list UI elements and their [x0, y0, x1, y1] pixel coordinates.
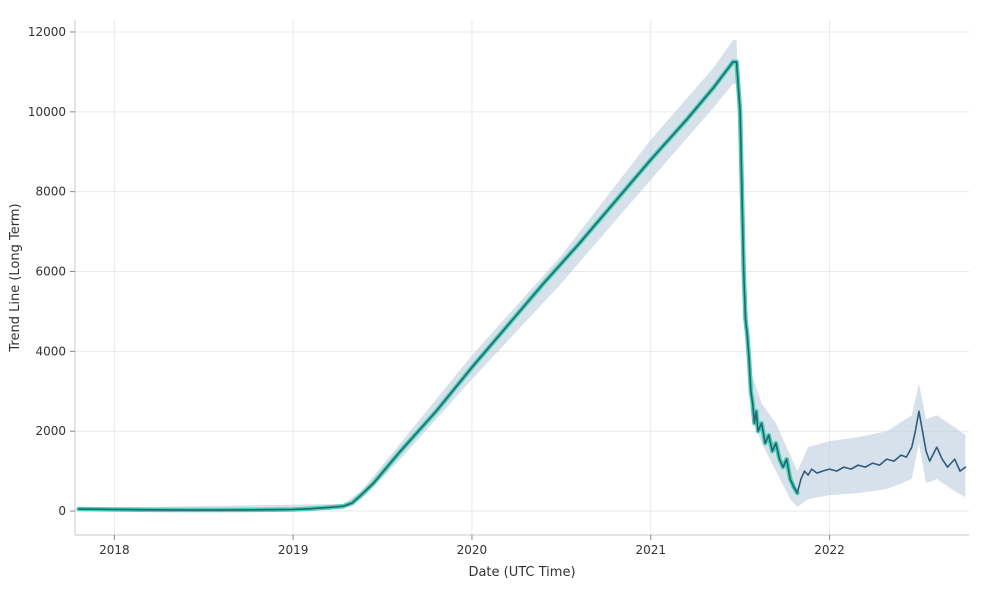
- trend-line-chart: 2018 2019 2020 2021 2022 0 2000 4000 6000 8000 100…: [0, 0, 989, 590]
- y-tick-label: 0: [58, 504, 66, 518]
- x-tick-label: 2020: [457, 543, 488, 557]
- x-tick-label: 2022: [814, 543, 845, 557]
- y-axis-label: Trend Line (Long Term): [8, 203, 23, 352]
- y-tick-label: 6000: [35, 265, 66, 279]
- y-tick-label: 2000: [35, 424, 66, 438]
- x-tick-label: 2018: [99, 543, 130, 557]
- x-axis-label: Date (UTC Time): [468, 565, 575, 580]
- chart-container: 2018 2019 2020 2021 2022 0 2000 4000 6000 8000 100…: [0, 0, 989, 590]
- x-tick-label: 2021: [635, 543, 666, 557]
- y-tick-label: 12000: [28, 25, 66, 39]
- y-tick-label: 10000: [28, 105, 66, 119]
- x-tick-label: 2019: [278, 543, 309, 557]
- y-tick-label: 8000: [35, 185, 66, 199]
- y-tick-label: 4000: [35, 344, 66, 358]
